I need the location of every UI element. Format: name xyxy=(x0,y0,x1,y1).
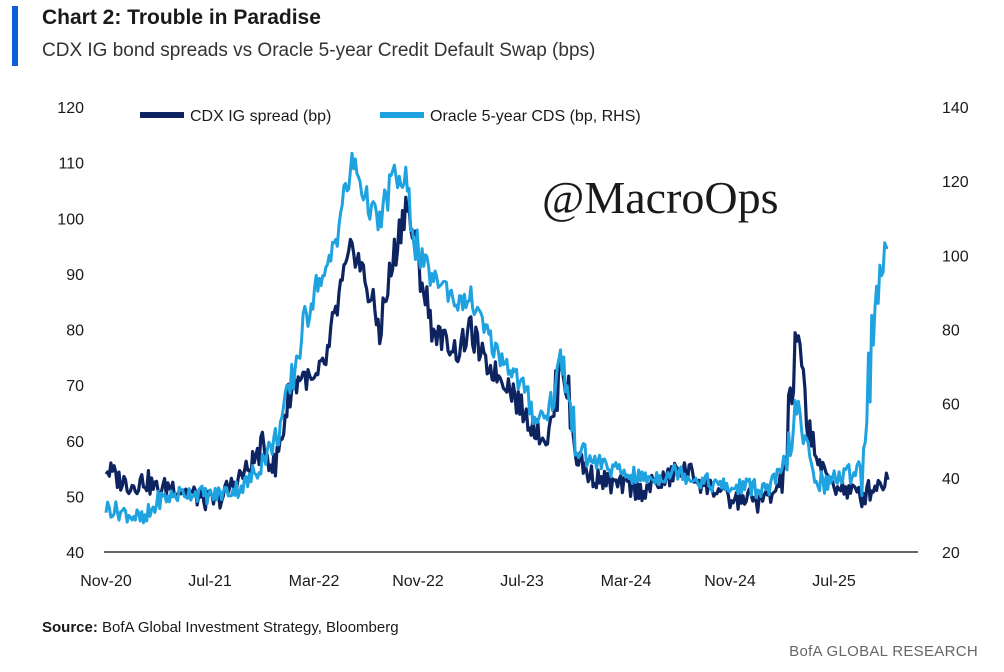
x-tick-label: Jul-25 xyxy=(812,573,856,590)
series-layer xyxy=(104,151,890,525)
right-tick-label: 40 xyxy=(942,471,960,488)
x-tick-label: Nov-20 xyxy=(80,573,132,590)
x-tick-label: Mar-24 xyxy=(601,573,652,590)
cdx-ig-spread-line xyxy=(104,195,890,514)
footer-brand: BofA GLOBAL RESEARCH xyxy=(789,643,978,660)
legend-item-cdx-label: CDX IG spread (bp) xyxy=(190,108,331,125)
left-tick-label: 110 xyxy=(58,156,84,173)
left-tick-label: 90 xyxy=(66,267,84,284)
right-tick-label: 140 xyxy=(942,100,969,117)
x-axis-ticks: Nov-20 Jul-21 Mar-22 Nov-22 Jul-23 Mar-24 Nov-… xyxy=(80,573,856,590)
source-text: BofA Global Investment Strategy, Bloombe… xyxy=(102,619,399,636)
left-tick-label: 50 xyxy=(66,489,84,506)
legend-item-oracle-label: Oracle 5-year CDS (bp, RHS) xyxy=(430,108,641,125)
watermark-text: @MacroOps xyxy=(542,172,779,223)
left-axis-ticks: 40 50 60 70 80 90 100 110 120 xyxy=(57,100,84,562)
chart-title: Chart 2: Trouble in Paradise xyxy=(42,6,321,29)
right-tick-label: 20 xyxy=(942,545,960,562)
x-tick-label: Jul-21 xyxy=(188,573,232,590)
left-tick-label: 40 xyxy=(66,545,84,562)
right-tick-label: 120 xyxy=(942,174,969,191)
left-tick-label: 120 xyxy=(57,100,84,117)
source-line: Source: BofA Global Investment Strategy,… xyxy=(42,619,399,636)
left-tick-label: 70 xyxy=(66,378,84,395)
oracle-cds-line xyxy=(104,151,889,525)
right-tick-label: 100 xyxy=(942,248,969,265)
x-tick-label: Nov-24 xyxy=(704,573,756,590)
right-axis-ticks: 20 40 60 80 100 120 140 xyxy=(942,100,969,562)
left-tick-label: 100 xyxy=(57,211,84,228)
legend: CDX IG spread (bp) Oracle 5-year CDS (bp,… xyxy=(140,108,641,125)
accent-bar xyxy=(12,6,18,66)
chart-subtitle: CDX IG bond spreads vs Oracle 5-year Cre… xyxy=(42,40,596,61)
left-tick-label: 80 xyxy=(66,323,84,340)
x-tick-label: Jul-23 xyxy=(500,573,544,590)
right-tick-label: 80 xyxy=(942,323,960,340)
x-tick-label: Nov-22 xyxy=(392,573,444,590)
left-tick-label: 60 xyxy=(66,434,84,451)
x-tick-label: Mar-22 xyxy=(289,573,340,590)
right-tick-label: 60 xyxy=(942,397,960,414)
source-label: Source: xyxy=(42,619,98,636)
